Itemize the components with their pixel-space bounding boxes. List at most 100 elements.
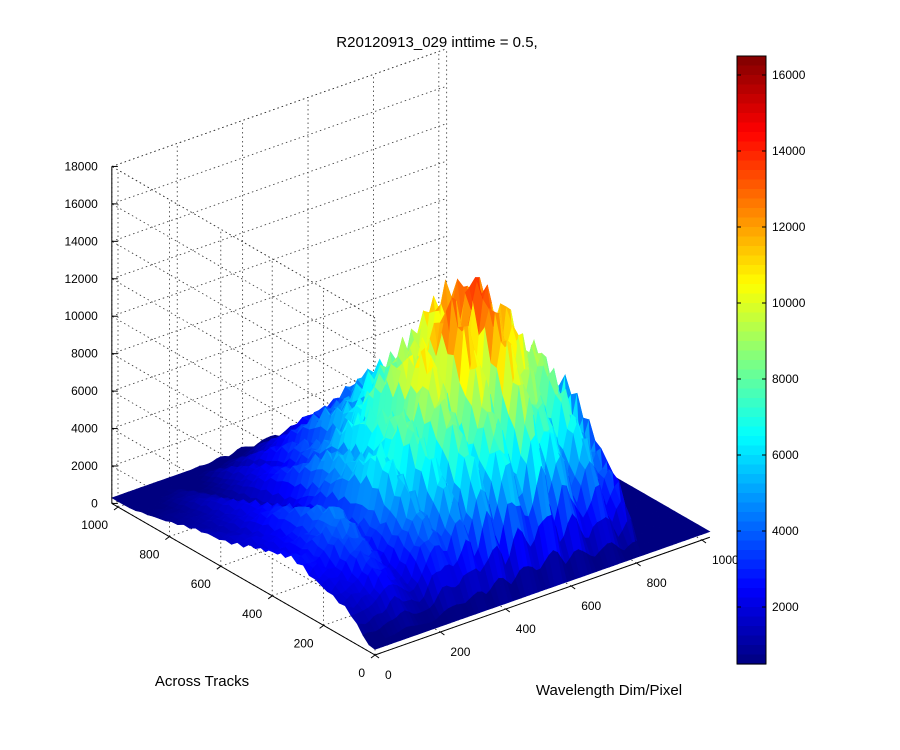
colorbar-band xyxy=(737,588,766,599)
colorbar-band xyxy=(737,654,766,665)
grid-line xyxy=(111,85,447,205)
y-axis-label: Across Tracks xyxy=(155,673,249,690)
colorbar-band xyxy=(737,360,766,371)
y-tick-label: 200 xyxy=(294,636,314,650)
y-tick-label: 400 xyxy=(242,607,262,621)
grid-line xyxy=(111,166,376,319)
colorbar: 2000 4000 6000 8000 10000 12000 14000 16000 xyxy=(736,55,806,665)
y-tick-mark xyxy=(370,654,376,659)
x-tick-label: 400 xyxy=(516,622,536,636)
grid-line xyxy=(111,310,447,429)
colorbar-band xyxy=(737,635,766,646)
colorbar-band xyxy=(737,160,766,171)
z-tick-label: 4000 xyxy=(71,422,98,436)
colorbar-tick-label: 2000 xyxy=(772,600,799,614)
x-tick-label: 0 xyxy=(385,668,392,682)
colorbar-band xyxy=(737,151,766,162)
colorbar-band xyxy=(737,483,766,494)
x-tick-label: 800 xyxy=(647,576,667,590)
colorbar-tick-label: 8000 xyxy=(772,372,799,386)
colorbar-band xyxy=(737,236,766,247)
colorbar-band xyxy=(737,493,766,504)
colorbar-band xyxy=(737,550,766,561)
x-tick-mark xyxy=(570,585,576,590)
colorbar-band xyxy=(737,398,766,409)
y-tick-label: 600 xyxy=(191,577,211,591)
colorbar-band xyxy=(737,303,766,314)
grid-line xyxy=(111,160,447,280)
colorbar-band xyxy=(737,331,766,342)
colorbar-tick-label: 10000 xyxy=(772,296,806,310)
grid-line xyxy=(111,272,447,392)
colorbar-gradient xyxy=(737,56,766,665)
colorbar-band xyxy=(737,217,766,228)
z-tick-label: 16000 xyxy=(64,197,98,211)
colorbar-ticks: 2000 4000 6000 8000 10000 12000 14000 16000 xyxy=(737,68,806,614)
x-tick-label: 600 xyxy=(581,599,601,613)
z-tick-label: 14000 xyxy=(64,234,98,248)
chart-title: R20120913_029 inttime = 0.5, xyxy=(336,34,537,51)
x-axis-label: Wavelength Dim/Pixel xyxy=(536,682,682,699)
colorbar-band xyxy=(737,645,766,656)
colorbar-band xyxy=(737,369,766,380)
x-tick-label: 1000 xyxy=(712,553,739,567)
colorbar-band xyxy=(737,284,766,295)
colorbar-band xyxy=(737,569,766,580)
colorbar-band xyxy=(737,540,766,551)
colorbar-band xyxy=(737,274,766,285)
colorbar-band xyxy=(737,113,766,124)
y-tick-mark xyxy=(319,625,324,629)
surface-mesh xyxy=(111,277,711,650)
colorbar-band xyxy=(737,597,766,608)
colorbar-band xyxy=(737,407,766,418)
colorbar-tick-label: 6000 xyxy=(772,448,799,462)
colorbar-band xyxy=(737,265,766,276)
grid-line xyxy=(111,198,447,317)
colorbar-band xyxy=(737,426,766,437)
colorbar-frame xyxy=(736,55,767,665)
y-tick-mark xyxy=(165,536,170,540)
axis-line xyxy=(111,503,376,656)
y-tick-mark xyxy=(267,595,273,600)
axes-frame xyxy=(111,166,711,656)
tick-labels: 0200040006000800010000120001400016000180… xyxy=(64,159,739,682)
colorbar-band xyxy=(737,84,766,95)
colorbar-band xyxy=(737,626,766,637)
colorbar-tick-label: 16000 xyxy=(772,68,806,82)
colorbar-band xyxy=(737,388,766,399)
colorbar-band xyxy=(737,607,766,618)
colorbar-band xyxy=(737,170,766,181)
x-tick-mark xyxy=(701,539,707,544)
colorbar-band xyxy=(737,179,766,190)
colorbar-band xyxy=(737,141,766,152)
colorbar-band xyxy=(737,246,766,257)
colorbar-band xyxy=(737,578,766,589)
z-tick-label: 10000 xyxy=(64,309,98,323)
colorbar-band xyxy=(737,132,766,143)
surface-patch xyxy=(698,527,711,534)
x-tick-label: 200 xyxy=(450,645,470,659)
z-tick-label: 0 xyxy=(91,496,98,510)
x-tick-mark xyxy=(636,562,641,567)
colorbar-band xyxy=(737,312,766,323)
y-tick-label: 0 xyxy=(358,666,365,680)
colorbar-band xyxy=(737,436,766,447)
grid-line xyxy=(111,240,376,394)
y-tick-label: 800 xyxy=(139,548,159,562)
colorbar-band xyxy=(737,94,766,105)
x-tick-mark xyxy=(374,654,380,659)
grid-line xyxy=(111,48,447,167)
z-tick-label: 18000 xyxy=(64,159,98,173)
z-tick-label: 6000 xyxy=(71,384,98,398)
colorbar-band xyxy=(737,559,766,570)
grid-line xyxy=(111,203,376,356)
colorbar-tick-label: 4000 xyxy=(772,524,799,538)
colorbar-band xyxy=(737,464,766,475)
colorbar-band xyxy=(737,208,766,219)
y-tick-label: 1000 xyxy=(81,518,108,532)
colorbar-band xyxy=(737,255,766,266)
colorbar-band xyxy=(737,75,766,86)
colorbar-band xyxy=(737,227,766,238)
colorbar-band xyxy=(737,474,766,485)
